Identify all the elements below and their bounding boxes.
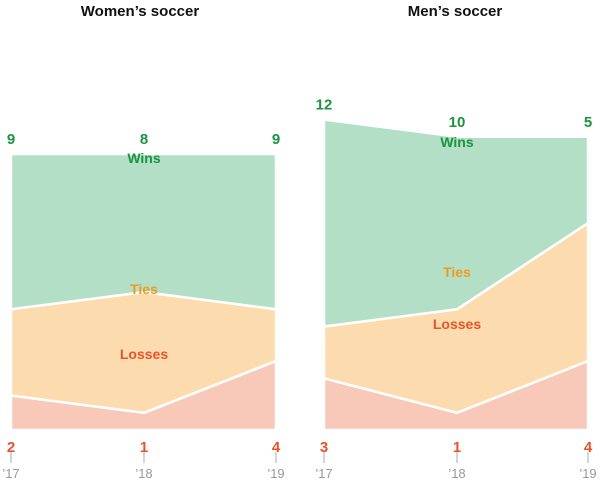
mens-x-tick-label: ’18: [448, 466, 465, 481]
mens-soccer-title: Men’s soccer: [408, 3, 503, 20]
womens-soccer-title: Women’s soccer: [81, 3, 200, 20]
womens-wins-value-label: 9: [272, 131, 280, 148]
womens-wins-area: [9, 152, 278, 311]
womens-wins-value-label: 8: [140, 131, 148, 148]
womens-x-tick-label: ’18: [135, 466, 152, 481]
womens-losses-label: Losses: [120, 346, 168, 362]
mens-wins-value-label: 10: [449, 114, 466, 131]
womens-losses-value-label: 2: [7, 439, 15, 456]
womens-x-tick-label: ’19: [267, 466, 284, 481]
mens-x-tick-label: ’17: [315, 466, 332, 481]
womens-losses-value-label: 4: [272, 439, 281, 456]
womens-ties-label: Ties: [130, 281, 158, 297]
womens-areas: [9, 152, 278, 432]
mens-wins-label: Wins: [440, 134, 474, 150]
womens-losses-value-label: 1: [140, 439, 148, 456]
mens-areas: [322, 118, 590, 432]
womens-soccer-panel: Women’s soccer Wins Ties Losses 9 8 9 2 1 4 ’17 ’1…: [2, 3, 284, 481]
mens-wins-area: [322, 118, 590, 328]
mens-ties-label: Ties: [443, 264, 471, 280]
womens-x-tick-label: ’17: [2, 466, 19, 481]
mens-losses-value-label: 4: [584, 439, 593, 456]
womens-wins-label: Wins: [127, 150, 161, 166]
mens-wins-value-label: 12: [316, 97, 333, 114]
mens-losses-value-label: 3: [320, 439, 328, 456]
womens-wins-value-label: 9: [7, 131, 15, 148]
mens-soccer-panel: Men’s soccer Wins Ties Losses 12 10 5 3 1 4 ’17 ’1…: [315, 3, 596, 481]
mens-wins-value-label: 5: [584, 114, 592, 131]
mens-losses-value-label: 1: [453, 439, 461, 456]
mens-x-tick-label: ’19: [579, 466, 596, 481]
mens-losses-label: Losses: [433, 316, 481, 332]
